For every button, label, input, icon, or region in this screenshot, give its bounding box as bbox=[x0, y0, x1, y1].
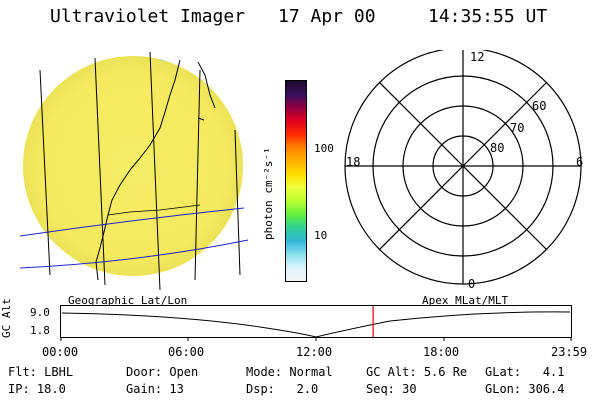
time-tick-0600: 06:00 bbox=[168, 345, 205, 359]
colorbar-tick-10: 10 bbox=[314, 229, 328, 242]
polar-mlat-mlt-plot: 12 18 6 0 60 70 80 bbox=[344, 50, 583, 290]
altitude-timeline bbox=[60, 305, 572, 341]
alt-tick-9: 9.0 bbox=[30, 306, 50, 319]
mlt-label-18: 18 bbox=[346, 155, 360, 169]
color-scale-bar bbox=[285, 80, 307, 282]
info-door: Door: Open bbox=[126, 365, 199, 379]
mlt-label-6: 6 bbox=[576, 155, 583, 169]
info-flt: Flt: LBHL bbox=[8, 365, 74, 379]
apex-label: Apex MLat/MLT bbox=[422, 294, 509, 307]
mlat-label-60: 60 bbox=[532, 99, 546, 113]
mlat-label-80: 80 bbox=[490, 141, 504, 155]
time-tick-0000: 00:00 bbox=[42, 345, 79, 359]
info-ip: IP: 18.0 bbox=[8, 382, 66, 396]
mlt-label-0: 0 bbox=[468, 277, 475, 290]
info-dsp: Dsp: 2.0 bbox=[246, 382, 319, 396]
mlt-label-12: 12 bbox=[470, 50, 484, 64]
info-seq: Seq: 30 bbox=[366, 382, 417, 396]
colorbar-unit-label: photon cm⁻²s⁻¹ bbox=[262, 147, 275, 240]
observation-date: 17 Apr 00 bbox=[278, 6, 376, 27]
colorbar-tick-100: 100 bbox=[314, 142, 334, 155]
altitude-curve bbox=[61, 311, 571, 338]
latitude-grid bbox=[19, 207, 249, 269]
gc-alt-axis-label: GC Alt bbox=[0, 298, 13, 338]
time-tick-1800: 18:00 bbox=[423, 345, 460, 359]
coastline bbox=[95, 59, 181, 281]
info-gain: Gain: 13 bbox=[126, 382, 184, 396]
geographic-label: Geographic Lat/Lon bbox=[68, 294, 188, 307]
earth-uv-image bbox=[19, 51, 249, 290]
time-tick-2359: 23:59 bbox=[551, 345, 588, 359]
observation-time: 14:35:55 UT bbox=[428, 6, 548, 27]
info-gc-alt: GC Alt: 5.6 Re bbox=[366, 365, 468, 379]
meridian-grid bbox=[39, 51, 241, 290]
alt-tick-1-8: 1.8 bbox=[30, 324, 50, 337]
instrument-title: Ultraviolet Imager bbox=[50, 6, 246, 27]
info-mode: Mode: Normal bbox=[246, 365, 333, 379]
info-glon: GLon: 306.4 bbox=[485, 382, 565, 396]
time-tick-1200: 12:00 bbox=[296, 345, 333, 359]
info-glat: GLat: 4.1 bbox=[485, 365, 565, 379]
mlat-label-70: 70 bbox=[510, 121, 524, 135]
